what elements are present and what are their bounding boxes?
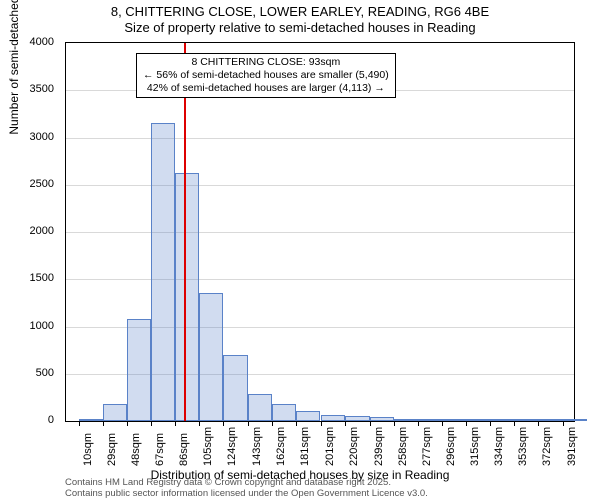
- y-tick-label: 1500: [14, 272, 54, 284]
- x-tick-label: 353sqm: [517, 427, 529, 466]
- x-tick: [79, 421, 80, 426]
- x-tick: [538, 421, 539, 426]
- x-tick-label: 29sqm: [106, 433, 118, 466]
- y-tick-label: 3500: [14, 83, 54, 95]
- x-tick: [466, 421, 467, 426]
- gridline: [66, 279, 574, 280]
- histogram-bar: [127, 319, 151, 421]
- histogram-bar: [223, 355, 247, 421]
- footer-line1: Contains HM Land Registry data © Crown c…: [65, 477, 391, 488]
- footer-line2: Contains public sector information licen…: [65, 488, 428, 499]
- x-tick-label: 124sqm: [226, 427, 238, 466]
- chart-container: { "title_line1": "8, CHITTERING CLOSE, L…: [0, 0, 600, 500]
- annotation-box: 8 CHITTERING CLOSE: 93sqm← 56% of semi-d…: [136, 53, 396, 98]
- x-tick: [321, 421, 322, 426]
- chart-footer: Contains HM Land Registry data © Crown c…: [65, 478, 428, 500]
- x-tick: [418, 421, 419, 426]
- histogram-bar: [418, 419, 442, 421]
- chart-title-line1: 8, CHITTERING CLOSE, LOWER EARLEY, READI…: [0, 4, 600, 19]
- x-tick: [223, 421, 224, 426]
- histogram-bar: [466, 419, 490, 421]
- histogram-bar: [563, 419, 587, 421]
- histogram-bar: [151, 123, 175, 421]
- x-tick: [151, 421, 152, 426]
- x-tick-label: 258sqm: [397, 427, 409, 466]
- x-tick-label: 162sqm: [275, 427, 287, 466]
- histogram-bar: [345, 416, 369, 421]
- histogram-bar: [394, 419, 418, 421]
- x-tick-label: 372sqm: [541, 427, 553, 466]
- histogram-bar: [272, 404, 296, 421]
- y-tick-label: 3000: [14, 131, 54, 143]
- histogram-bar: [175, 173, 199, 421]
- histogram-bar: [490, 419, 514, 421]
- y-tick-label: 4000: [14, 36, 54, 48]
- x-tick-label: 105sqm: [202, 427, 214, 466]
- x-tick: [490, 421, 491, 426]
- x-tick-label: 391sqm: [566, 427, 578, 466]
- annotation-line: 42% of semi-detached houses are larger (…: [143, 82, 389, 95]
- x-tick: [296, 421, 297, 426]
- x-tick-label: 67sqm: [154, 433, 166, 466]
- histogram-bar: [514, 419, 538, 421]
- histogram-bar: [103, 404, 127, 421]
- annotation-line: 8 CHITTERING CLOSE: 93sqm: [143, 56, 389, 69]
- y-tick-label: 2500: [14, 178, 54, 190]
- y-tick-label: 2000: [14, 225, 54, 237]
- histogram-bar: [538, 419, 562, 421]
- x-tick: [442, 421, 443, 426]
- x-tick-label: 277sqm: [421, 427, 433, 466]
- gridline: [66, 185, 574, 186]
- x-tick-label: 10sqm: [82, 433, 94, 466]
- gridline: [66, 232, 574, 233]
- x-tick-label: 296sqm: [445, 427, 457, 466]
- y-tick-label: 0: [14, 414, 54, 426]
- y-axis-label: Number of semi-detached properties: [7, 0, 21, 135]
- x-tick-label: 220sqm: [348, 427, 360, 466]
- x-tick: [272, 421, 273, 426]
- x-tick: [514, 421, 515, 426]
- chart-title-line2: Size of property relative to semi-detach…: [0, 20, 600, 35]
- histogram-bar: [442, 419, 466, 421]
- x-tick: [345, 421, 346, 426]
- x-tick-label: 48sqm: [130, 433, 142, 466]
- x-tick-label: 239sqm: [373, 427, 385, 466]
- x-tick-label: 143sqm: [251, 427, 263, 466]
- plot-area: 8 CHITTERING CLOSE: 93sqm← 56% of semi-d…: [65, 42, 575, 422]
- x-tick: [370, 421, 371, 426]
- x-tick: [248, 421, 249, 426]
- histogram-bar: [79, 419, 103, 421]
- x-tick-label: 201sqm: [324, 427, 336, 466]
- histogram-bar: [248, 394, 272, 421]
- x-tick: [175, 421, 176, 426]
- x-tick: [199, 421, 200, 426]
- histogram-bar: [296, 411, 320, 421]
- y-tick-label: 1000: [14, 320, 54, 332]
- histogram-bar: [199, 293, 223, 421]
- reference-line: [184, 43, 186, 421]
- x-tick-label: 334sqm: [493, 427, 505, 466]
- x-tick-label: 181sqm: [299, 427, 311, 466]
- x-tick: [127, 421, 128, 426]
- x-tick: [563, 421, 564, 426]
- x-tick: [394, 421, 395, 426]
- gridline: [66, 138, 574, 139]
- histogram-bar: [370, 417, 394, 421]
- x-tick-label: 86sqm: [178, 433, 190, 466]
- y-tick-label: 500: [14, 367, 54, 379]
- x-tick-label: 315sqm: [469, 427, 481, 466]
- x-tick: [103, 421, 104, 426]
- histogram-bar: [321, 415, 345, 421]
- annotation-line: ← 56% of semi-detached houses are smalle…: [143, 69, 389, 82]
